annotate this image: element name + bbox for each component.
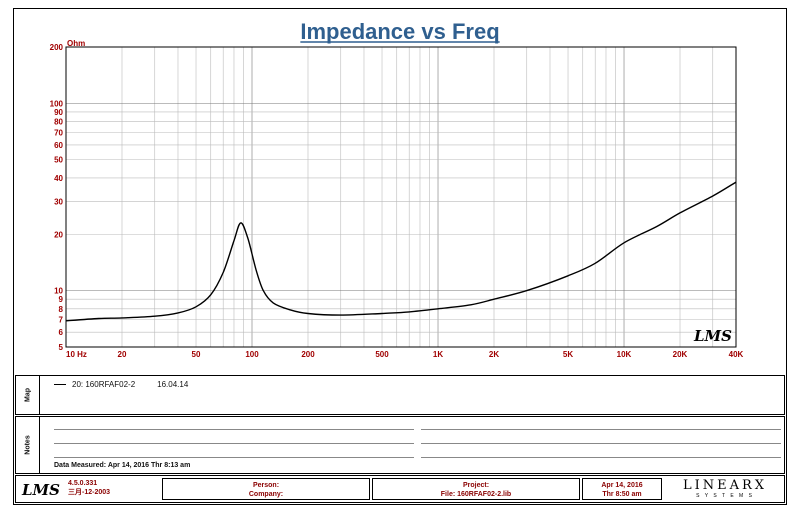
x-tick-label: 500 [375,350,389,359]
series-layer [65,181,737,322]
x-tick-label: 200 [301,350,315,359]
version-date: 三月-12-2003 [68,489,111,496]
y-tick-label: 5 [59,343,64,352]
x-tick-label: 10K [617,350,632,359]
x-tick-label: 20 [118,350,127,359]
footer-lms-logo: LMS [22,481,60,499]
footer-date: Apr 14, 2016 [601,482,643,489]
data-measured: Data Measured: Apr 14, 2016 Thr 8:13 am [54,462,191,469]
y-tick-label: 10 [54,287,63,296]
y-tick-label: 60 [54,141,63,150]
y-tick-label: 50 [54,156,63,165]
x-tick-label: 50 [192,350,201,359]
map-panel: Map 20: 160RFAF02-2 16.04.14 [15,375,785,415]
y-tick-label: 20 [54,230,63,239]
impedance-series-line [65,181,737,322]
footer-bar: LMS 4.5.0.331 三月-12-2003 Person: Company… [15,475,785,503]
y-unit-label: Ohm [67,39,85,48]
y-tick-label: 80 [54,118,63,127]
note-line [54,443,414,444]
grid [65,46,737,348]
note-line [421,457,781,458]
linearx-logo-text: LINEARX [682,478,768,493]
legend-date: 16.04.14 [157,380,189,389]
note-line [54,429,414,430]
plot-lms-logo: LMS [693,327,732,345]
x-tick-label: 2K [489,350,499,359]
y-tick-label: 30 [54,197,63,206]
map-panel-label: Map [16,376,40,414]
legend-series-name: 20: 160RFAF02-2 [72,380,136,389]
x-tick-labels: 10 Hz 20 50 100 200 500 1K 2K 5K 10K 20K 40K [66,350,744,359]
y-tick-label: 7 [59,316,64,325]
x-tick-label: 10 Hz [66,350,87,359]
footer-version: 4.5.0.331 三月-12-2003 [68,480,110,497]
notes-panel-label: Notes [16,417,40,473]
linearx-logo-sub: S Y S T E M S [696,493,754,499]
linearx-logo: LINEARX S Y S T E M S [668,478,782,499]
y-tick-label: 8 [59,305,64,314]
project-label: Project: [462,482,490,489]
file-label: File: 160RFAF02-2.lib [440,491,512,498]
legend-line-swatch [54,384,66,385]
chart-title: Impedance vs Freq [300,19,499,44]
impedance-chart: Impedance vs Freq Ohm 10 Hz 20 50 100 200 500… [50,19,744,359]
y-tick-label: 9 [59,295,64,304]
x-tick-label: 20K [673,350,688,359]
y-tick-label: 100 [50,99,64,108]
company-label: Company: [248,491,284,498]
y-tick-label: 6 [59,328,64,337]
report-frame: Impedance vs Freq Ohm 10 Hz 20 50 100 200 500… [13,8,787,505]
x-tick-label: 40K [729,350,744,359]
y-tick-label: 90 [54,108,63,117]
plot-area [65,46,737,348]
person-label: Person: [252,482,280,489]
note-line [421,429,781,430]
y-tick-label: 70 [54,128,63,137]
datetime-cell: Apr 14, 2016 Thr 8:50 am [582,478,662,500]
y-tick-label: 200 [50,43,64,52]
project-cell: Project: File: 160RFAF02-2.lib [372,478,580,500]
x-tick-label: 1K [433,350,443,359]
notes-panel: Notes Data Measured: Apr 14, 2016 Thr 8:… [15,416,785,474]
x-tick-label: 100 [245,350,259,359]
footer-time: Thr 8:50 am [602,491,642,498]
note-line [421,443,781,444]
x-tick-label: 5K [563,350,573,359]
note-line [54,457,414,458]
y-tick-label: 40 [54,174,63,183]
version-number: 4.5.0.331 [68,480,98,487]
person-cell: Person: Company: [162,478,370,500]
legend-entry: 20: 160RFAF02-2 16.04.14 [54,380,188,389]
